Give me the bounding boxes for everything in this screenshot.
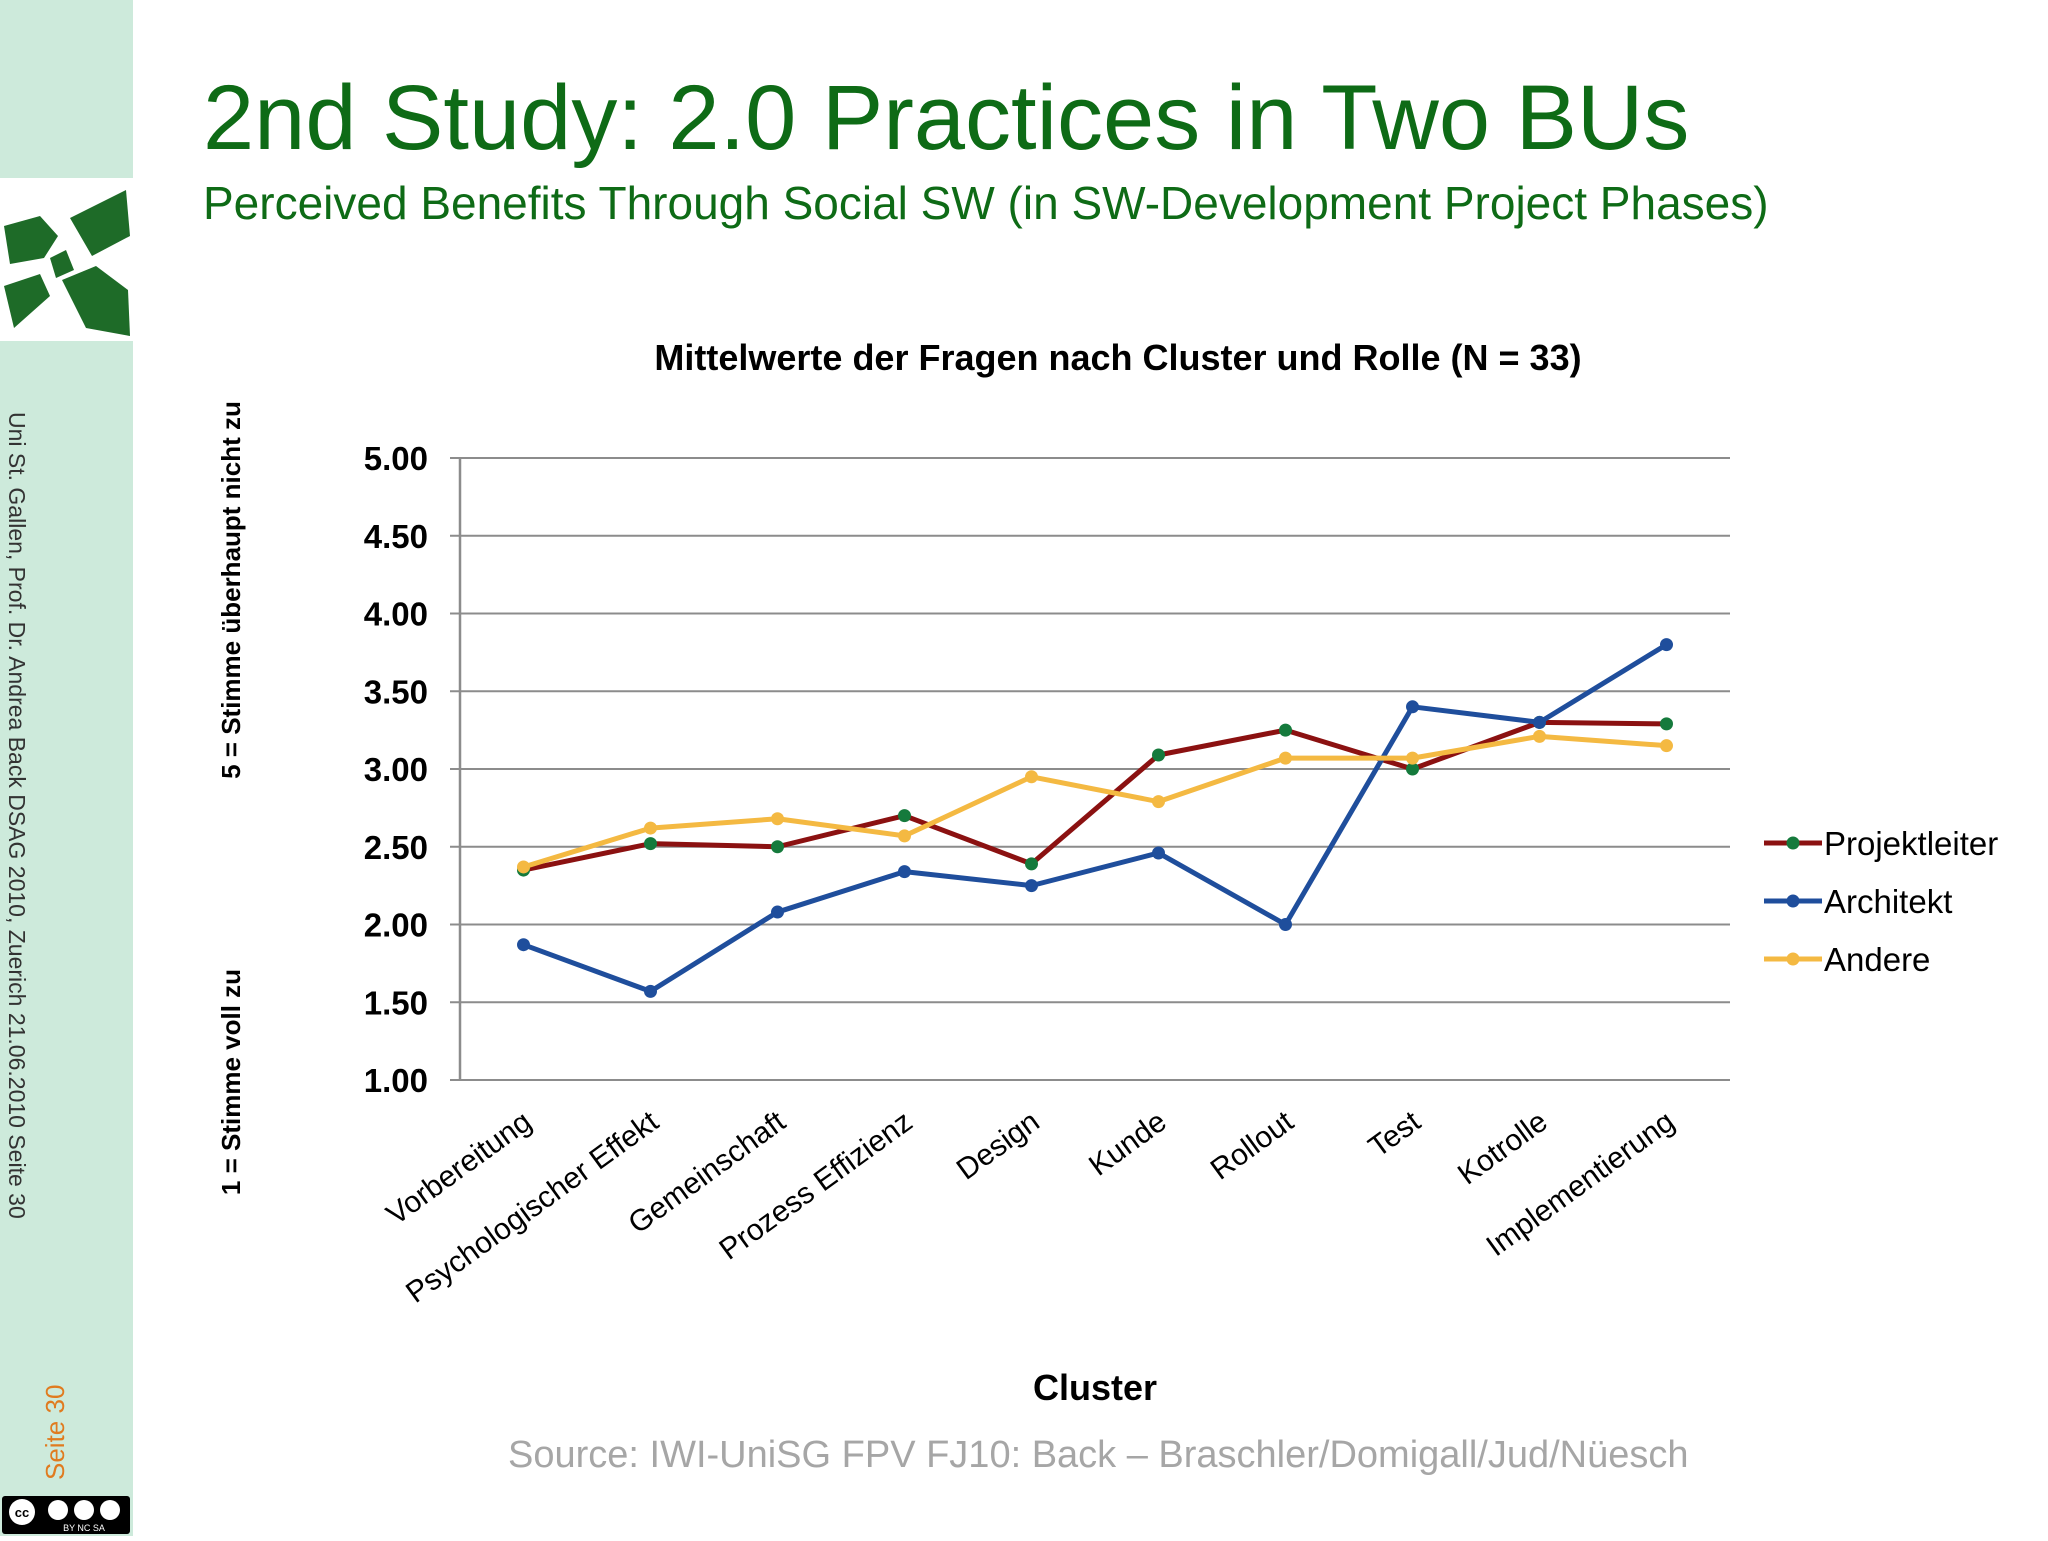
legend-marker [1786, 894, 1800, 908]
chart-legend: Projektleiter Architekt Andere [1764, 825, 1998, 978]
legend-label: Architekt [1824, 883, 1952, 920]
x-tick-label: Design [951, 1105, 1046, 1187]
sidebar-band: Uni St. Gallen, Prof. Dr. Andrea Back DS… [0, 0, 133, 1536]
y-tick-label: 1.50 [364, 984, 428, 1021]
university-logo [0, 178, 133, 341]
x-tick-label: Test [1363, 1105, 1427, 1164]
license-badge-label: BY NC SA [63, 1523, 105, 1533]
data-point [644, 984, 657, 998]
y-tick-label: 2.00 [364, 907, 428, 944]
data-point [1406, 751, 1419, 765]
data-point [898, 829, 911, 843]
y-tick-label: 2.50 [364, 829, 428, 866]
data-point [771, 905, 784, 919]
data-point [1533, 729, 1546, 743]
logo-icon [4, 190, 130, 336]
slide-title: 2nd Study: 2.0 Practices in Two BUs [203, 67, 1690, 169]
data-point [1025, 770, 1038, 784]
y-axis-ticks: 1.00 1.50 2.00 2.50 3.00 3.50 4.00 4.50 5.00 [364, 440, 428, 1099]
chart-series [517, 638, 1673, 998]
y-tick-label: 4.00 [364, 596, 428, 633]
chart-title: Mittelwerte der Fragen nach Cluster und … [654, 337, 1581, 378]
data-point [1152, 748, 1165, 762]
legend-item-projektleiter: Projektleiter [1764, 825, 1998, 862]
series-architekt [517, 638, 1673, 998]
y-axis-label-top: 5 = Stimme überhaupt nicht zu [216, 401, 246, 779]
data-point [771, 812, 784, 826]
data-point [898, 809, 911, 823]
data-point [1660, 717, 1673, 731]
data-point [1152, 846, 1165, 860]
data-point [1406, 700, 1419, 714]
data-point [644, 821, 657, 835]
data-point [1279, 918, 1292, 931]
data-point [1279, 723, 1292, 737]
slide-subtitle: Perceived Benefits Through Social SW (in… [203, 177, 1769, 229]
legend-marker [1786, 836, 1800, 850]
series-line [522, 642, 1668, 994]
data-point [517, 860, 530, 874]
data-point [1660, 638, 1673, 652]
x-axis-label: Cluster [1033, 1367, 1157, 1408]
data-point [1279, 751, 1292, 765]
y-tick-label: 1.00 [364, 1062, 428, 1099]
y-tick-label: 5.00 [364, 440, 428, 477]
data-point [771, 840, 784, 854]
data-point [644, 837, 657, 851]
x-tick-label: Kunde [1083, 1105, 1173, 1183]
data-point [1406, 762, 1419, 776]
svg-text:cc: cc [15, 1505, 29, 1520]
y-tick-label: 3.50 [364, 673, 428, 710]
y-tick-label: 3.00 [364, 751, 428, 788]
data-point [1152, 795, 1165, 809]
y-axis-label-bottom: 1 = Stimme voll zu [216, 969, 246, 1195]
legend-marker [1786, 952, 1800, 966]
data-point [1025, 857, 1038, 871]
chart-grid [450, 457, 1730, 1081]
data-point [517, 938, 530, 952]
y-tick-label: 4.50 [364, 518, 428, 555]
series-line [522, 733, 1667, 870]
legend-item-architekt: Architekt [1764, 883, 1952, 920]
legend-item-andere: Andere [1764, 941, 1930, 978]
data-point [898, 865, 911, 879]
data-point [1660, 739, 1673, 753]
x-tick-label: Kotrolle [1452, 1105, 1554, 1191]
legend-label: Andere [1824, 941, 1930, 978]
data-point [1025, 879, 1038, 893]
series-projektleiter [517, 715, 1673, 877]
x-tick-label: Rollout [1205, 1105, 1300, 1187]
x-tick-label: Psychologischer Effekt [400, 1105, 665, 1310]
series-andere [517, 729, 1673, 874]
source-note: Source: IWI-UniSG FPV FJ10: Back – Brasc… [508, 1434, 1689, 1476]
legend-label: Projektleiter [1824, 825, 1998, 862]
data-point [1533, 715, 1546, 729]
creative-commons-badge: cc BY NC SA [0, 1492, 133, 1536]
